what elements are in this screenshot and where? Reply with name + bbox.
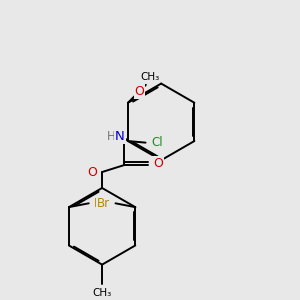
Text: O: O bbox=[153, 157, 163, 170]
Text: O: O bbox=[88, 166, 98, 178]
Text: Cl: Cl bbox=[151, 136, 163, 149]
Text: CH₃: CH₃ bbox=[92, 288, 112, 298]
Text: CH₃: CH₃ bbox=[140, 72, 159, 82]
Text: Br: Br bbox=[97, 197, 110, 210]
Text: H: H bbox=[107, 130, 116, 143]
Text: N: N bbox=[115, 130, 124, 143]
Text: Br: Br bbox=[94, 197, 107, 210]
Text: O: O bbox=[134, 85, 144, 98]
